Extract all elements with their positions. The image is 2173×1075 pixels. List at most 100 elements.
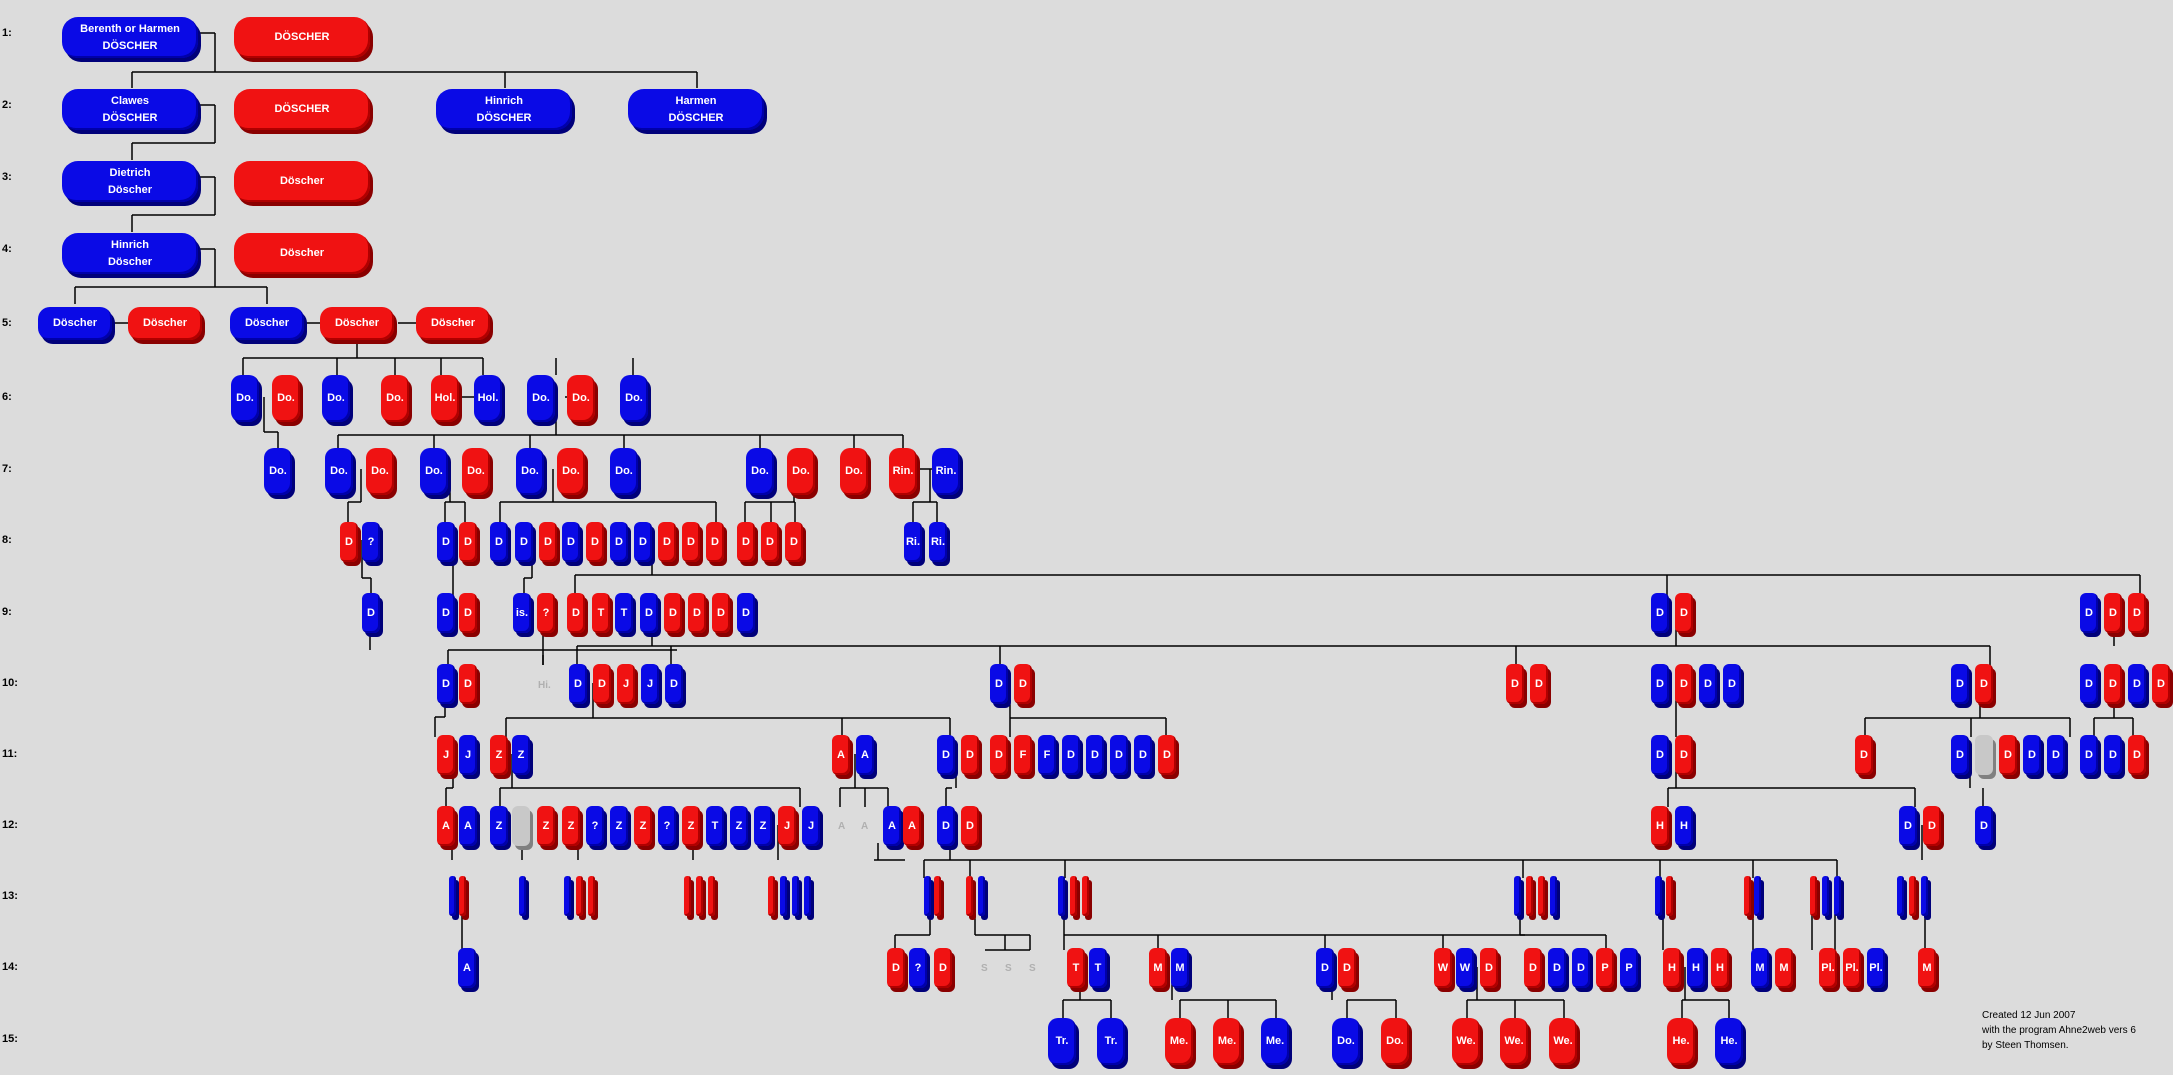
person-box-male[interactable]: D	[610, 522, 628, 562]
person-box-male[interactable]: Do.	[746, 448, 774, 495]
person-box-female[interactable]: Me.	[1165, 1018, 1193, 1065]
person-box-female[interactable]: Z	[562, 806, 580, 846]
person-box-female[interactable]: D	[1855, 735, 1873, 775]
person-box-female[interactable]: D	[2104, 664, 2122, 704]
person-box-female[interactable]: Z	[537, 806, 555, 846]
person-box-male[interactable]: ?	[658, 806, 676, 846]
person-box-male[interactable]: D	[990, 664, 1008, 704]
person-box-female[interactable]: Me.	[1213, 1018, 1241, 1065]
person-box-female[interactable]: D	[1014, 664, 1032, 704]
person-box-female[interactable]: ?	[537, 593, 555, 633]
person-box-male[interactable]	[1655, 876, 1662, 916]
person-box-female[interactable]: We.	[1452, 1018, 1480, 1065]
person-box-female[interactable]: D	[990, 735, 1008, 775]
person-box-female[interactable]	[1070, 876, 1077, 916]
person-box-male[interactable]: Do.	[231, 375, 259, 422]
person-box-female[interactable]: D	[539, 522, 557, 562]
person-box-male[interactable]: D	[490, 522, 508, 562]
person-box-female[interactable]: D	[340, 522, 358, 562]
person-box-male[interactable]: D	[1699, 664, 1717, 704]
person-box-female[interactable]: We.	[1549, 1018, 1577, 1065]
person-box-male[interactable]: Döscher	[230, 307, 304, 340]
person-box-male[interactable]: Do.	[610, 448, 638, 495]
person-box-male[interactable]: Berenth or Harmen DÖSCHER	[62, 17, 198, 58]
person-box-female[interactable]	[934, 876, 941, 916]
person-box-male[interactable]: Clawes DÖSCHER	[62, 89, 198, 130]
person-box-female[interactable]	[768, 876, 775, 916]
person-box-female[interactable]	[1538, 876, 1545, 916]
person-box-female[interactable]	[1526, 876, 1533, 916]
person-box-female[interactable]	[1909, 876, 1916, 916]
person-box-male[interactable]: D	[2080, 735, 2098, 775]
person-box-male[interactable]: D	[1651, 735, 1669, 775]
person-box-male[interactable]	[519, 876, 526, 916]
person-box-male[interactable]: M	[1171, 948, 1189, 988]
person-box-female[interactable]	[588, 876, 595, 916]
person-box-male[interactable]: D	[362, 593, 380, 633]
person-box-female[interactable]: Döscher	[234, 233, 370, 274]
person-box-female[interactable]: P	[1596, 948, 1614, 988]
person-box-female[interactable]: D	[2128, 735, 2146, 775]
person-box-male[interactable]: D	[2080, 593, 2098, 633]
person-box-female[interactable]: W	[1434, 948, 1452, 988]
person-box-male[interactable]: Do.	[1332, 1018, 1360, 1065]
person-box-female[interactable]: Do.	[1381, 1018, 1409, 1065]
person-box-male[interactable]	[1897, 876, 1904, 916]
person-box-male[interactable]: J	[802, 806, 820, 846]
person-box-female[interactable]: Z	[634, 806, 652, 846]
person-box-male[interactable]: D	[1134, 735, 1152, 775]
person-box-male[interactable]: Do.	[620, 375, 648, 422]
person-box-unknown[interactable]	[1975, 735, 1993, 775]
person-box-male[interactable]: A	[856, 735, 874, 775]
person-box-male[interactable]	[924, 876, 931, 916]
person-box-female[interactable]	[1744, 876, 1751, 916]
person-box-male[interactable]: Ri.	[904, 522, 922, 562]
person-box-female[interactable]: D	[658, 522, 676, 562]
person-box-female[interactable]: Do.	[567, 375, 595, 422]
person-box-female[interactable]: D	[1530, 664, 1548, 704]
person-box-female[interactable]: D	[934, 948, 952, 988]
person-box-male[interactable]	[1514, 876, 1521, 916]
person-box-female[interactable]: Z	[490, 735, 508, 775]
person-box-male[interactable]: D	[1548, 948, 1566, 988]
person-box-male[interactable]: D	[562, 522, 580, 562]
person-box-female[interactable]: D	[586, 522, 604, 562]
person-box-female[interactable]: D	[2104, 593, 2122, 633]
person-box-female[interactable]: H	[1663, 948, 1681, 988]
person-box-female[interactable]: D	[1158, 735, 1176, 775]
person-box-female[interactable]: Do.	[366, 448, 394, 495]
person-box-male[interactable]: H	[1675, 806, 1693, 846]
person-box-male[interactable]: D	[640, 593, 658, 633]
person-box-male[interactable]: Do.	[325, 448, 353, 495]
person-box-male[interactable]: Harmen DÖSCHER	[628, 89, 764, 130]
person-box-male[interactable]: Tr.	[1048, 1018, 1076, 1065]
person-box-female[interactable]: Döscher	[234, 161, 370, 202]
person-box-female[interactable]: Z	[682, 806, 700, 846]
person-box-male[interactable]: D	[1651, 664, 1669, 704]
person-box-male[interactable]: A	[883, 806, 901, 846]
person-box-female[interactable]: D	[459, 593, 477, 633]
person-box-male[interactable]: Z	[754, 806, 772, 846]
person-box-female[interactable]: D	[761, 522, 779, 562]
person-box-male[interactable]: Do.	[516, 448, 544, 495]
person-box-female[interactable]: Do.	[557, 448, 585, 495]
person-box-female[interactable]: H	[1651, 806, 1669, 846]
person-box-male[interactable]: Do.	[322, 375, 350, 422]
person-box-female[interactable]: A	[903, 806, 921, 846]
person-box-male[interactable]: D	[2047, 735, 2065, 775]
person-box-male[interactable]: is.	[513, 593, 531, 633]
person-box-male[interactable]	[978, 876, 985, 916]
person-box-female[interactable]: J	[778, 806, 796, 846]
person-box-male[interactable]: D	[1110, 735, 1128, 775]
person-box-female[interactable]: D	[567, 593, 585, 633]
person-box-male[interactable]: D	[1899, 806, 1917, 846]
person-box-female[interactable]	[576, 876, 583, 916]
person-box-male[interactable]: D	[1723, 664, 1741, 704]
person-box-male[interactable]: ?	[909, 948, 927, 988]
person-box-male[interactable]: D	[1316, 948, 1334, 988]
person-box-female[interactable]: D	[593, 664, 611, 704]
person-box-male[interactable]: F	[1038, 735, 1056, 775]
person-box-female[interactable]: D	[459, 664, 477, 704]
person-box-male[interactable]	[1834, 876, 1841, 916]
person-box-male[interactable]	[780, 876, 787, 916]
